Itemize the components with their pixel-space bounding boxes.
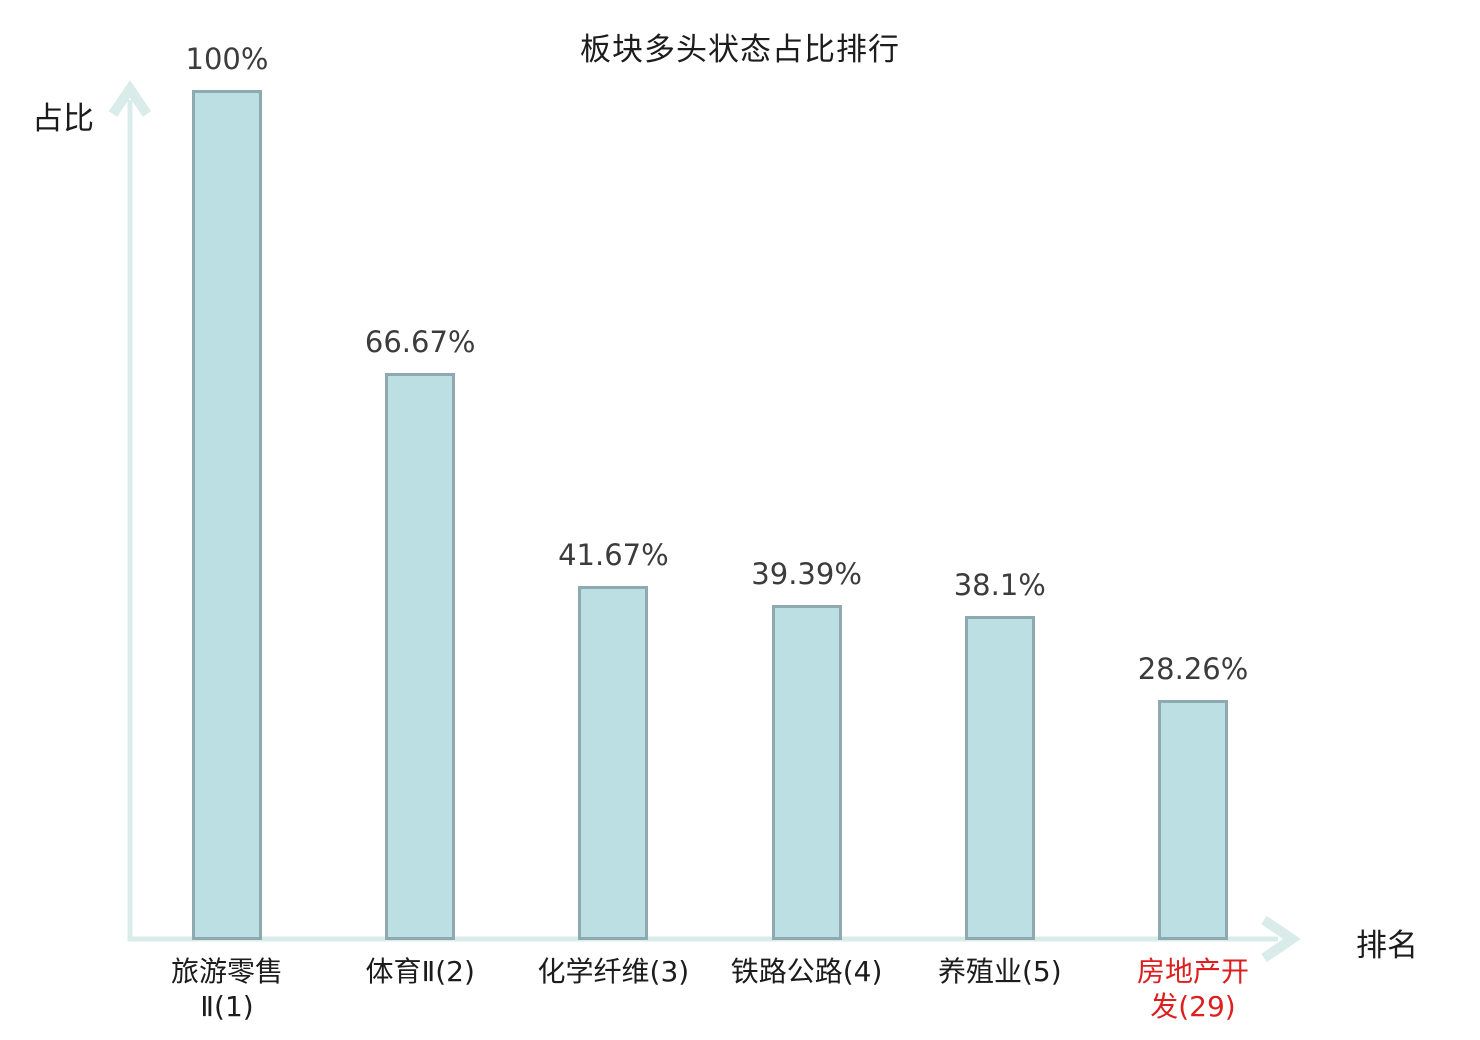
bar-value-label: 66.67% — [364, 325, 476, 360]
bar-value-label: 41.67% — [558, 537, 669, 572]
bar-rank-1 — [192, 90, 262, 940]
bar-rank-5 — [964, 616, 1035, 940]
x-axis-label: 排名 — [1356, 928, 1418, 964]
category-label: 铁路公路(4) — [730, 955, 883, 988]
bar-rank-2 — [385, 373, 456, 940]
bar-value-label: 100% — [185, 42, 269, 76]
bar-value-label: 39.39% — [751, 557, 862, 592]
chart-title: 板块多头状态占比排行 — [580, 32, 900, 68]
category-label: 体育Ⅱ(2) — [365, 955, 475, 988]
y-axis-arrow-icon — [108, 80, 152, 117]
bar-value-label: 38.1% — [953, 568, 1046, 603]
bar-rank-4 — [771, 605, 842, 940]
bar-rank-6 — [1158, 699, 1228, 940]
y-axis-label: 占比 — [32, 101, 94, 137]
x-axis-arrow-icon — [1261, 915, 1301, 963]
category-label: 养殖业(5) — [937, 955, 1062, 988]
category-label: 旅游零售 Ⅱ(1) — [170, 955, 283, 1023]
category-label: 化学纤维(3) — [537, 955, 690, 988]
bar-rank-3 — [578, 585, 649, 940]
bar-value-label: 28.26% — [1137, 651, 1249, 686]
category-label: 房地产开 发(29) — [1136, 955, 1249, 1023]
